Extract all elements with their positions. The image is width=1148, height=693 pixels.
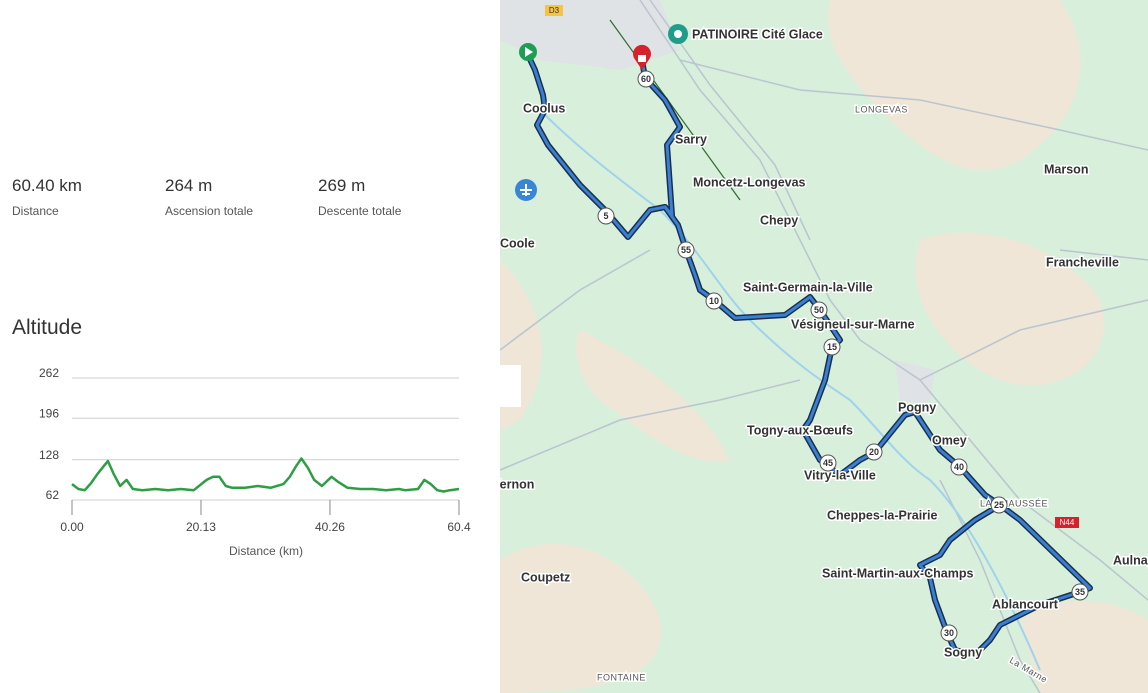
place-label: Coupetz <box>521 570 570 584</box>
chart-title: Altitude <box>12 316 83 339</box>
place-label: Omey <box>932 433 967 447</box>
route-marker <box>950 458 968 476</box>
place-label: Coole <box>500 236 535 250</box>
map-edge-box <box>500 365 521 407</box>
stat: 264 m Ascension totale <box>165 176 253 218</box>
y-tick-label: 62 <box>46 488 60 502</box>
route-marker-label: 50 <box>814 305 824 315</box>
poi-icon[interactable] <box>668 24 688 44</box>
route-marker <box>819 454 837 472</box>
x-tick-label: 60.4 <box>447 520 471 534</box>
route-marker <box>677 241 695 259</box>
place-label: PATINOIRE Cité Glace <box>692 27 823 41</box>
stat-label: Distance <box>12 204 59 218</box>
x-tick-label: 0.00 <box>60 520 84 534</box>
start-pin[interactable] <box>519 43 537 61</box>
route-marker-label: 40 <box>954 462 964 472</box>
stat-label: Ascension totale <box>165 204 254 218</box>
place-label: Francheville <box>1046 255 1119 269</box>
x-axis-label: Distance (km) <box>229 544 303 558</box>
river <box>539 109 1041 671</box>
road-shield <box>545 5 563 16</box>
place-label: Chepy <box>760 213 798 227</box>
place-label: Pogny <box>898 400 936 414</box>
stat: 60.40 km Distance <box>12 176 82 218</box>
route-marker <box>810 301 828 319</box>
place-label: Ablancourt <box>992 597 1059 611</box>
route-marker-label: 30 <box>944 628 954 638</box>
route-marker <box>940 624 958 642</box>
route-marker <box>865 443 883 461</box>
route-marker <box>705 292 723 310</box>
place-label: Marson <box>1044 162 1088 176</box>
road-label: D3 <box>549 6 560 15</box>
road-shield <box>1055 517 1079 528</box>
route-marker-label: 45 <box>823 458 833 468</box>
place-label: Aulnay <box>1113 553 1148 567</box>
y-tick-label: 128 <box>39 448 59 462</box>
rail <box>609 19 741 201</box>
route-marker-label: 60 <box>641 74 651 84</box>
place-label: LA CHAUSSÉE <box>980 498 1048 508</box>
route-marker <box>823 338 841 356</box>
route-marker <box>990 496 1008 514</box>
route-marker <box>597 207 615 225</box>
x-tick-label: 40.26 <box>315 520 345 534</box>
route-marker-label: 25 <box>994 500 1004 510</box>
place-label: Cheppes-la-Prairie <box>827 508 938 522</box>
altitude-chart: Distance (km) 62 128 196 262 0.00 20.13 40.26 6… <box>39 366 471 558</box>
place-label: Coolus <box>523 101 565 115</box>
place-labels: PATINOIRE Cité Glace LONGEVAS Marson Sar… <box>500 6 1148 686</box>
route-marker-label: 55 <box>681 245 691 255</box>
route-marker-label: 35 <box>1075 587 1085 597</box>
end-pin[interactable] <box>633 44 651 70</box>
place-label: Saint-Germain-la-Ville <box>743 280 873 294</box>
stat: 269 m Descente totale <box>318 176 401 218</box>
stat-value: 60.40 km <box>12 176 82 195</box>
side-panel: 60.40 km Distance 264 m Ascension totale… <box>0 0 500 693</box>
place-label: FONTAINE <box>597 672 646 682</box>
place-label: Vitry-la-Ville <box>804 468 876 482</box>
stat-value: 264 m <box>165 176 213 195</box>
place-label: Togny-aux-Bœufs <box>747 423 853 437</box>
route-marker <box>637 70 655 88</box>
stat-value: 269 m <box>318 176 366 195</box>
roads <box>500 0 1148 693</box>
route-marker-label: 15 <box>827 342 837 352</box>
route-marker-label: 10 <box>709 296 719 306</box>
map[interactable]: PATINOIRE Cité Glace LONGEVAS Marson Sar… <box>500 0 1148 693</box>
place-label: Saint-Martin-aux-Champs <box>822 566 973 580</box>
stat-label: Descente totale <box>318 204 402 218</box>
place-label: Sogny <box>944 645 982 659</box>
place-label: Moncetz-Longevas <box>693 175 806 189</box>
y-tick-label: 196 <box>39 406 59 420</box>
terrain <box>500 0 1148 693</box>
y-tick-label: 262 <box>39 366 59 380</box>
route-marker <box>1071 583 1089 601</box>
place-label: Vésigneul-sur-Marne <box>791 317 915 331</box>
x-tick-label: 20.13 <box>186 520 216 534</box>
place-label: Vernon <box>500 477 534 491</box>
altitude-line <box>71 457 460 493</box>
road-label: N44 <box>1060 518 1075 527</box>
route-marker-label: 20 <box>869 447 879 457</box>
airport-icon[interactable] <box>515 179 537 201</box>
place-label: Sarry <box>675 132 707 146</box>
route-marker-label: 5 <box>603 211 608 221</box>
place-label: LONGEVAS <box>855 104 908 114</box>
